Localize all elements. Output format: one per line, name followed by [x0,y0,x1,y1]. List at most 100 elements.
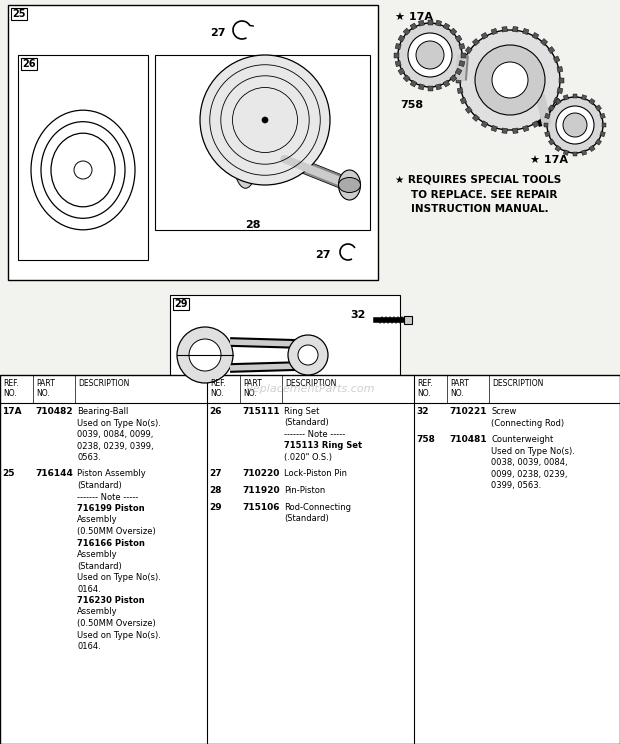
Bar [395,60,401,67]
Circle shape [398,23,462,87]
Text: Lock-Piston Pin: Lock-Piston Pin [284,469,347,478]
Bar [513,128,518,133]
Text: INSTRUCTION MANUAL.: INSTRUCTION MANUAL. [411,204,549,214]
Text: 28: 28 [209,486,221,495]
Bar [559,77,564,83]
Bar [398,68,405,75]
Circle shape [288,335,328,375]
Bar [557,66,563,72]
Bar [418,84,425,90]
Bar [461,53,466,57]
Bar [523,125,529,132]
Bar [443,23,450,30]
Circle shape [460,30,560,130]
Bar [403,28,410,35]
Text: Bearing-Ball: Bearing-Ball [77,407,128,416]
Bar [465,47,472,54]
Bar [544,131,550,137]
Text: 28: 28 [245,220,260,230]
Text: 710482: 710482 [35,407,73,416]
Bar [459,60,465,67]
Text: ★ REQUIRES SPECIAL TOOLS: ★ REQUIRES SPECIAL TOOLS [395,175,561,185]
Text: 0563.: 0563. [77,453,101,462]
Text: (0.50MM Oversize): (0.50MM Oversize) [77,527,156,536]
Text: 758: 758 [400,100,423,110]
Bar [547,106,555,114]
Circle shape [200,55,330,185]
Bar [553,56,560,62]
Text: Assembly: Assembly [77,550,118,559]
Bar [418,20,425,26]
Text: 26: 26 [22,59,35,69]
Bar [460,97,467,104]
Bar [457,66,463,72]
Bar [455,68,462,75]
Bar [553,97,560,104]
Text: 711920: 711920 [242,486,280,495]
Text: Piston Assembly: Piston Assembly [77,469,146,478]
Bar [491,125,497,132]
Bar [581,150,587,155]
Bar [549,139,555,145]
Text: (Standard): (Standard) [77,481,122,490]
Ellipse shape [232,117,259,188]
Text: 710220: 710220 [242,469,280,478]
Circle shape [547,97,603,153]
Circle shape [563,113,587,137]
Text: 715113 Ring Set: 715113 Ring Set [284,441,362,451]
Circle shape [492,62,528,98]
Bar [404,316,412,324]
Text: 716144: 716144 [35,469,73,478]
Text: REF.
NO.: REF. NO. [417,379,433,398]
Bar [8,5,378,280]
Text: 758: 758 [416,435,435,444]
Bar [457,88,463,94]
Text: (0.50MM Oversize): (0.50MM Oversize) [77,619,156,628]
Bar [394,53,399,57]
Bar [573,94,577,98]
Text: 0238, 0239, 0399,: 0238, 0239, 0399, [77,441,154,451]
Bar [472,115,479,121]
Circle shape [416,41,444,69]
Bar [523,28,529,35]
Text: 25: 25 [2,469,14,478]
Bar [403,75,410,82]
Bar [443,80,450,87]
Bar [435,20,441,26]
Text: 32: 32 [350,310,365,320]
Text: (Standard): (Standard) [284,514,329,523]
Bar [502,128,507,133]
Text: 29: 29 [174,299,187,309]
Bar [595,139,601,145]
Bar [398,35,405,42]
Text: 710481: 710481 [449,435,487,444]
Bar [602,123,606,127]
Text: (Standard): (Standard) [284,418,329,428]
Bar [481,121,488,127]
Circle shape [262,117,268,123]
Text: 716199 Piston: 716199 Piston [77,504,144,513]
Text: ★ 17A: ★ 17A [395,12,433,22]
Text: 29: 29 [209,502,221,512]
Bar [549,105,555,111]
Bar [170,295,400,410]
Text: 0099, 0238, 0239,: 0099, 0238, 0239, [491,469,567,478]
Text: REF.
NO.: REF. NO. [210,379,226,398]
Bar [410,23,417,30]
Text: 716230 Piston: 716230 Piston [77,596,144,605]
Text: 0038, 0039, 0084,: 0038, 0039, 0084, [491,458,568,467]
Bar [428,86,433,91]
Text: PART
NO.: PART NO. [450,379,469,398]
Bar [557,88,563,94]
Text: Used on Type No(s).: Used on Type No(s). [77,630,161,640]
Bar [532,33,539,39]
Bar [18,55,148,260]
Bar [544,113,550,119]
Bar [532,121,539,127]
Text: 27: 27 [210,28,226,38]
Text: Rod-Connecting: Rod-Connecting [284,502,351,512]
Bar [502,27,507,32]
Ellipse shape [339,178,360,193]
Bar [0,375,620,744]
Text: PART
NO.: PART NO. [243,379,262,398]
